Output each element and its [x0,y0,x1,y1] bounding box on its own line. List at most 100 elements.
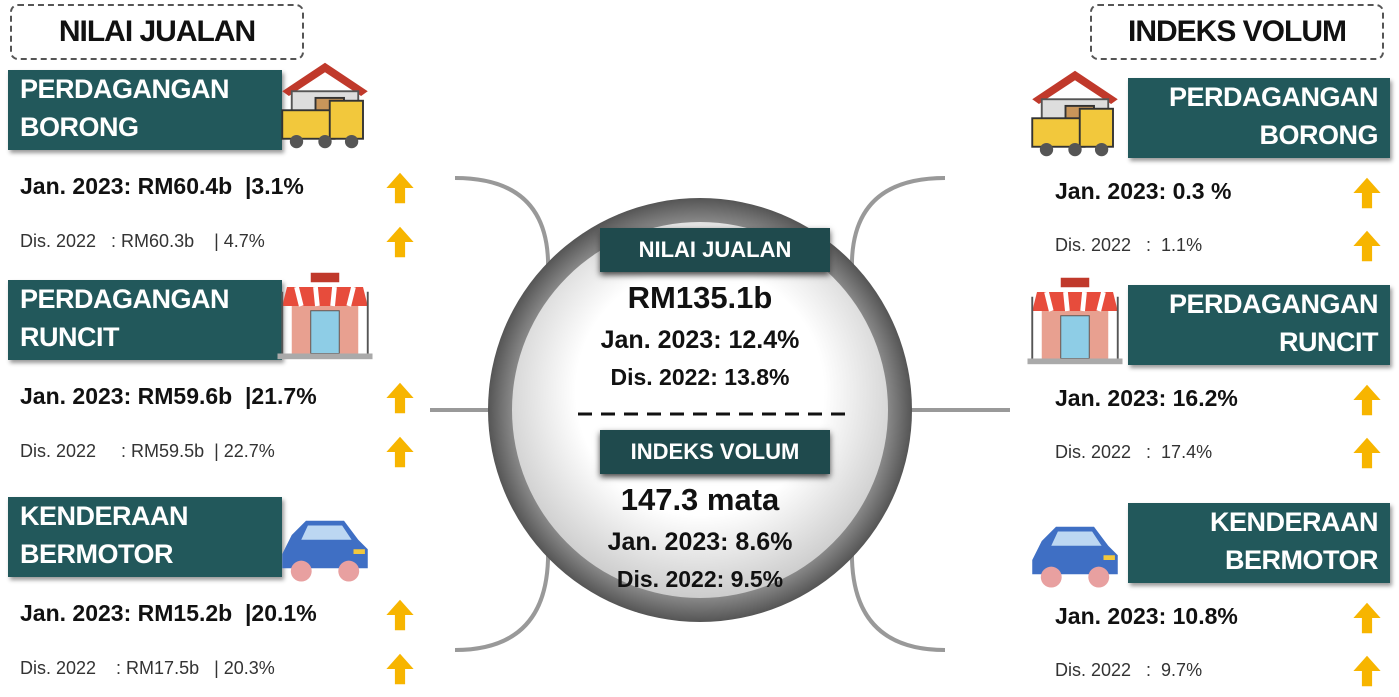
center-total: 147.3 mata [620,482,780,517]
decor [277,272,373,360]
decor [328,99,364,140]
current-figure: Jan. 2023: RM15.2b |20.1% [20,600,317,626]
decor [282,287,368,306]
decor [386,653,414,685]
decor [282,62,368,96]
decor [1060,277,1090,288]
decor [277,353,373,360]
category-icon [1025,503,1125,598]
decor [386,382,414,414]
decor [1094,142,1109,157]
decor [1027,277,1123,365]
previous-figure: Dis. 2022 : 1.1% [1055,235,1203,255]
previous-figure: Dis. 2022 : RM60.3b | 4.7% [20,231,265,251]
up-arrow [383,167,417,209]
decor [1103,555,1115,560]
category-icon [275,497,375,592]
decor [1353,177,1381,209]
decor [1353,230,1381,262]
category-banner: KENDERAAN BERMOTOR [8,497,282,577]
center-total: RM135.1b [627,280,773,315]
current-figure: Jan. 2023: RM59.6b |21.7% [20,383,317,409]
category-title: RUNCIT [1279,327,1379,357]
decor [338,560,360,582]
category-banner: PERDAGANGAN RUNCIT [1128,285,1390,365]
decor [301,525,352,540]
decor [294,286,356,307]
decor [310,272,340,283]
decor [1032,526,1118,588]
up-arrow [1350,172,1384,214]
decor [1078,107,1114,148]
section-heading: NILAI JUALAN [10,4,304,60]
current-figure: Jan. 2023: 16.2% [1055,385,1238,411]
up-arrow [1350,225,1384,267]
decor [281,62,368,149]
decor [1353,384,1381,416]
category-title: PERDAGANGAN [1168,289,1379,319]
decor [386,436,414,468]
decor [353,549,365,554]
up-arrow [1350,432,1384,474]
up-arrow [383,377,417,419]
decor [1353,230,1381,262]
category-icon [275,58,375,153]
category-banner: KENDERAAN BERMOTOR [1128,503,1390,583]
decor [1088,566,1110,588]
decor [386,226,414,258]
decor [1353,655,1381,687]
decor [386,599,414,631]
center-current: Jan. 2023: 8.6% [607,528,793,556]
decor [386,172,414,204]
center-previous: Dis. 2022: 13.8% [610,364,790,390]
category-banner: PERDAGANGAN BORONG [8,70,282,150]
decor [1353,437,1381,469]
section-heading: INDEKS VOLUM [1090,4,1384,60]
up-arrow [1350,597,1384,639]
decor [386,226,414,258]
current-figure: Jan. 2023: 0.3 % [1055,178,1232,204]
decor [1353,655,1381,687]
decor [1032,292,1118,311]
category-title: BERMOTOR [1224,545,1379,575]
decor [1031,70,1118,157]
up-arrow [383,431,417,473]
decor [1353,177,1381,209]
decor [1051,531,1102,546]
category-title: PERDAGANGAN [1168,82,1379,112]
decor [386,382,414,414]
decor [386,653,414,685]
decor [1353,437,1381,469]
decor [1044,291,1106,312]
decor [282,520,368,582]
category-title: BERMOTOR [20,539,174,569]
decor [344,134,359,149]
center-banner: INDEKS VOLUM [600,430,830,474]
category-title: PERDAGANGAN [20,284,230,314]
up-arrow [1350,650,1384,692]
current-figure: Jan. 2023: 10.8% [1055,603,1238,629]
category-title: RUNCIT [20,322,120,352]
decor [1353,384,1381,416]
decor [1353,602,1381,634]
up-arrow [383,648,417,690]
up-arrow [1350,379,1384,421]
up-arrow [383,594,417,636]
previous-figure: Dis. 2022 : 9.7% [1055,660,1203,680]
category-title: BORONG [1259,120,1379,150]
decor [290,560,312,582]
decor [1040,566,1062,588]
decor [386,599,414,631]
category-icon [1025,273,1125,368]
previous-figure: Dis. 2022 : 17.4% [1055,442,1213,462]
center-banner: NILAI JUALAN [600,228,830,272]
decor [1031,117,1086,148]
previous-figure: Dis. 2022 : RM59.5b | 22.7% [20,441,275,461]
center-current: Jan. 2023: 12.4% [600,326,800,354]
decor [318,134,332,149]
category-banner: PERDAGANGAN BORONG [1128,78,1390,158]
decor [512,222,888,598]
decor [1027,358,1123,365]
